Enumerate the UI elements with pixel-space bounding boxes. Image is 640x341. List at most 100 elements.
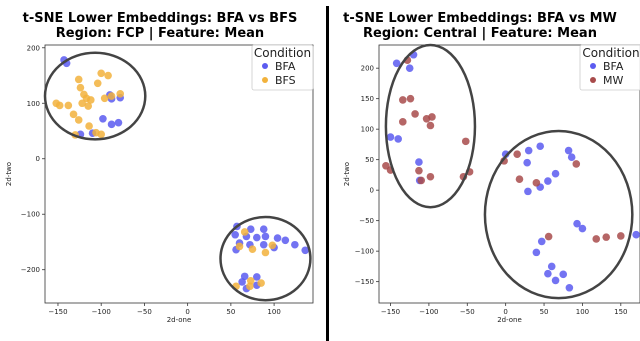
x-tick-label: −100 [92, 308, 111, 316]
mw-point [428, 113, 436, 121]
mw-point [532, 179, 541, 187]
chart-subtitle-right: Region: Central | Feature: Mean [363, 26, 597, 41]
chart-subtitle-left: Region: FCP | Feature: Mean [55, 26, 265, 41]
y-axis-label: 2d-two [343, 162, 351, 186]
x-tick-label: 0 [185, 308, 189, 316]
bfa-point [386, 133, 395, 141]
mw-point [415, 166, 423, 175]
y-tick-label: 100 [361, 126, 374, 134]
bfa-point [259, 240, 268, 249]
mw-point [617, 232, 625, 240]
legend-marker-mw [590, 77, 596, 83]
mw-point [411, 110, 419, 118]
bfs-point [100, 94, 109, 103]
bfa-point [536, 142, 545, 151]
chart-title-right-line1: t-SNE Lower Embeddings: BFA vs MW [343, 11, 617, 26]
bfa-point [544, 177, 552, 185]
bfs-point [78, 99, 86, 108]
mw-point [513, 150, 521, 158]
y-axis-label: 2d-two [5, 162, 13, 186]
bfs-point [74, 75, 83, 84]
mw-point [426, 172, 435, 181]
y-tick-label: 50 [365, 156, 374, 164]
bfs-point [240, 228, 249, 236]
bfa-point [524, 146, 533, 155]
bfs-point [257, 279, 265, 287]
bfa-point [564, 146, 573, 155]
bfs-point [268, 241, 277, 250]
bfa-point [238, 278, 246, 286]
mw-point [461, 137, 470, 146]
y-tick-label: 200 [361, 65, 374, 73]
bfa-point [259, 225, 268, 234]
legend-marker-bfa [262, 63, 268, 69]
bfa-point [405, 64, 414, 72]
bfa-point [578, 224, 587, 233]
mw-point [572, 160, 581, 168]
bfa-point [291, 240, 299, 249]
x-tick-label: −50 [460, 308, 475, 316]
x-tick-label: −150 [381, 308, 400, 316]
x-tick-label: 150 [614, 308, 627, 316]
x-tick-label: 50 [226, 308, 235, 316]
bfs-point [87, 96, 95, 104]
bfa-point [551, 276, 560, 285]
bfa-point [273, 234, 282, 242]
bfs-point [93, 79, 102, 88]
y-tick-label: 200 [27, 44, 40, 52]
bfs-point [116, 90, 125, 98]
legend-label-mw: MW [603, 74, 623, 87]
x-tick-label: 100 [576, 308, 589, 316]
y-tick-label: −100 [355, 248, 374, 256]
bfa-point [261, 232, 270, 241]
bfs-point [76, 83, 85, 92]
bfa-point [551, 169, 560, 178]
x-axis-label: 2d-one [497, 316, 522, 324]
mw-point [398, 118, 407, 126]
y-tick-label: 0 [36, 155, 40, 163]
bfa-point [246, 225, 255, 234]
bfa-point [301, 246, 310, 255]
bfa-point [565, 283, 574, 292]
y-tick-label: 0 [370, 187, 374, 195]
bfa-point [394, 135, 402, 143]
x-tick-label: 0 [503, 308, 507, 316]
x-axis-label: 2d-one [167, 316, 192, 324]
chart-title-right: t-SNE Lower Embeddings: BFA vs MW Region… [320, 11, 640, 41]
legend-label-bfs: BFS [275, 74, 296, 87]
bfa-point [415, 158, 423, 166]
bfa-point [532, 248, 541, 257]
bfa-point [523, 158, 531, 167]
x-tick-label: 50 [540, 308, 549, 316]
bfs-point [261, 248, 270, 257]
bfs-point [74, 116, 83, 124]
bfa-point [253, 233, 261, 242]
cluster-ellipse [384, 43, 477, 209]
y-tick-label: −50 [359, 217, 374, 225]
legend-marker-bfs [262, 77, 268, 83]
y-tick-label: −150 [355, 278, 374, 286]
cluster-ellipse [483, 129, 634, 300]
bfs-point [97, 69, 105, 78]
bfs-point [248, 245, 257, 253]
bfs-point [84, 102, 93, 110]
bfs-point [104, 71, 112, 80]
bfa-point [99, 114, 107, 123]
bfs-point [97, 130, 105, 139]
bfa-point [231, 230, 239, 239]
bfa-point [253, 273, 261, 281]
mw-point [417, 176, 426, 185]
legend-title: Condition [254, 46, 311, 60]
bfa-point [567, 153, 576, 162]
bfa-point [114, 118, 123, 127]
mw-point [592, 235, 601, 243]
cluster-ellipse [219, 215, 312, 302]
chart-title-left-line1: t-SNE Lower Embeddings: BFA vs BFS [22, 11, 298, 26]
y-tick-label: 100 [27, 100, 40, 108]
bfs-point [235, 242, 244, 251]
bfa-point [524, 187, 532, 196]
cluster-ellipse [43, 51, 147, 141]
y-tick-label: 150 [361, 95, 374, 103]
